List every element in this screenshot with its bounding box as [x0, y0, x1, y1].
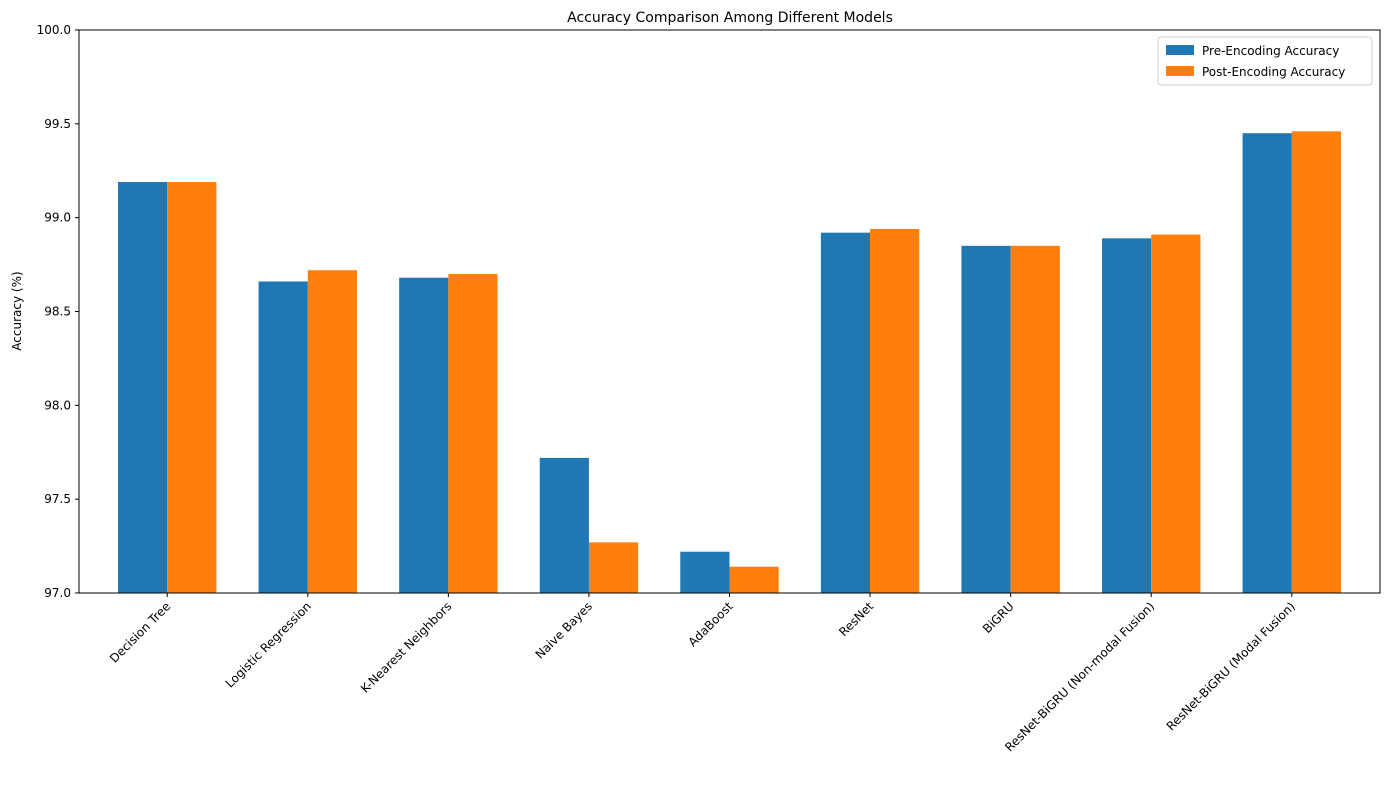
- bar-pre-encoding: [118, 182, 168, 593]
- bar-pre-encoding: [820, 232, 871, 593]
- y-tick-label: 97.0: [44, 586, 71, 600]
- x-tick-label: ResNet: [836, 599, 876, 639]
- legend-label: Post-Encoding Accuracy: [1202, 65, 1345, 79]
- bar-pre-encoding: [1242, 133, 1292, 593]
- y-axis-label: Accuracy (%): [10, 271, 24, 350]
- bar-post-encoding: [167, 182, 217, 593]
- y-tick-label: 97.5: [44, 492, 71, 506]
- bar-post-encoding: [1291, 131, 1341, 593]
- y-tick-label: 99.0: [44, 211, 71, 225]
- legend-swatch: [1166, 66, 1194, 76]
- bars-layer: [118, 131, 1341, 593]
- bar-post-encoding: [1151, 234, 1201, 593]
- legend: Pre-Encoding Accuracy Post-Encoding Accur…: [1157, 36, 1373, 86]
- y-tick-label: 98.5: [44, 305, 71, 319]
- x-tick-label: K-Nearest Neighbors: [358, 599, 455, 696]
- bar-pre-encoding: [399, 277, 449, 593]
- bar-post-encoding: [729, 566, 779, 593]
- bar-post-encoding: [588, 542, 639, 593]
- bar-post-encoding: [870, 228, 920, 593]
- legend-box: [1157, 36, 1373, 86]
- bar-pre-encoding: [539, 457, 589, 593]
- legend-swatch: [1166, 45, 1194, 55]
- x-tick-label: AdaBoost: [686, 599, 736, 649]
- x-tick-label: Naive Bayes: [533, 599, 595, 661]
- bar-pre-encoding: [1102, 238, 1152, 593]
- chart-title: Accuracy Comparison Among Different Mode…: [567, 10, 893, 26]
- y-tick-label: 99.5: [44, 117, 71, 131]
- y-tick-label: 100.0: [37, 23, 71, 37]
- legend-label: Pre-Encoding Accuracy: [1202, 44, 1339, 58]
- bar-post-encoding: [1010, 245, 1060, 593]
- bar-pre-encoding: [961, 245, 1011, 593]
- bar-post-encoding: [307, 270, 357, 593]
- bar-pre-encoding: [680, 551, 730, 593]
- x-tick-label: Logistic Regression: [223, 599, 314, 690]
- x-tick-label: ResNet-BiGRU (Modal Fusion): [1164, 599, 1298, 733]
- x-tick-label: ResNet-BiGRU (Non-modal Fusion): [1002, 599, 1157, 754]
- x-tick-label: BiGRU: [980, 599, 1017, 636]
- y-tick-label: 98.0: [44, 398, 71, 412]
- x-tick-label: Decision Tree: [107, 599, 173, 665]
- bar-pre-encoding: [258, 281, 308, 593]
- bar-post-encoding: [448, 273, 498, 593]
